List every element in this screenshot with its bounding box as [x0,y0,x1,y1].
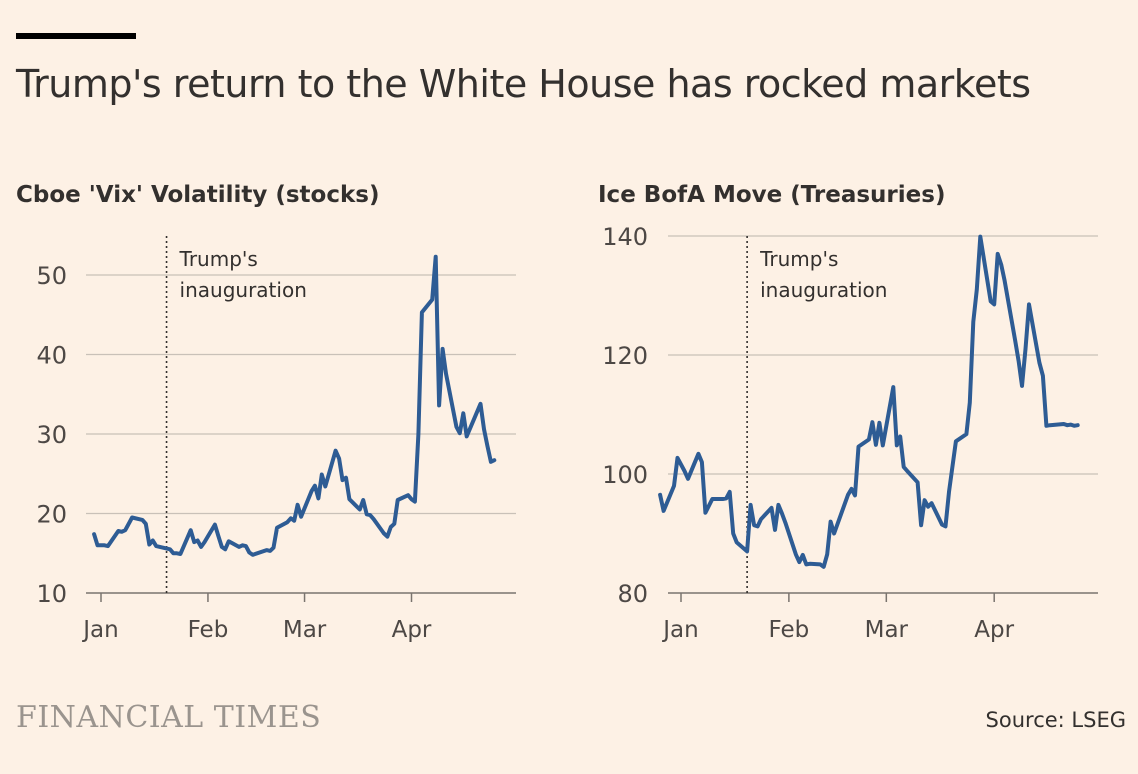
move-chart: 80 100 120 140 Jan Feb Mar Apr Trump's inaugurati… [602,223,1098,643]
y-tick-label: 100 [602,461,648,489]
x-tick-label: Mar [283,617,327,643]
brand-bar [16,33,136,39]
x-tick-label: Feb [769,617,810,643]
source-note: Source: LSEG [985,708,1126,732]
y-tick-label: 50 [36,262,67,290]
series-line [92,254,497,557]
vix-chart: 10 20 30 40 50 Jan Feb Mar Apr Trump's inauguratio… [36,236,516,643]
x-tick-label: Jan [661,617,698,643]
y-tick-label: 40 [36,342,67,370]
vix-panel-title: Cboe 'Vix' Volatility (stocks) [16,182,380,208]
y-tick-label: 120 [602,342,648,370]
x-tick-label: Apr [392,617,432,643]
annotation-text: Trump's [179,247,258,271]
x-tick-label: Apr [974,617,1014,643]
chart-title: Trump's return to the White House has ro… [16,62,1031,106]
x-tick-label: Jan [81,617,118,643]
y-tick-label: 80 [617,580,648,608]
annotation-text: Trump's [759,247,838,271]
y-tick-label: 30 [36,421,67,449]
series-line [658,234,1080,569]
annotation-text: inauguration [760,278,887,302]
x-tick-label: Feb [188,617,229,643]
move-panel-title: Ice BofA Move (Treasuries) [598,182,946,208]
annotation-text: inauguration [180,278,307,302]
y-tick-label: 10 [36,580,67,608]
ft-logo: FINANCIAL TIMES [16,700,322,735]
y-tick-label: 140 [602,223,648,251]
x-tick-label: Mar [865,617,909,643]
y-tick-label: 20 [36,501,67,529]
